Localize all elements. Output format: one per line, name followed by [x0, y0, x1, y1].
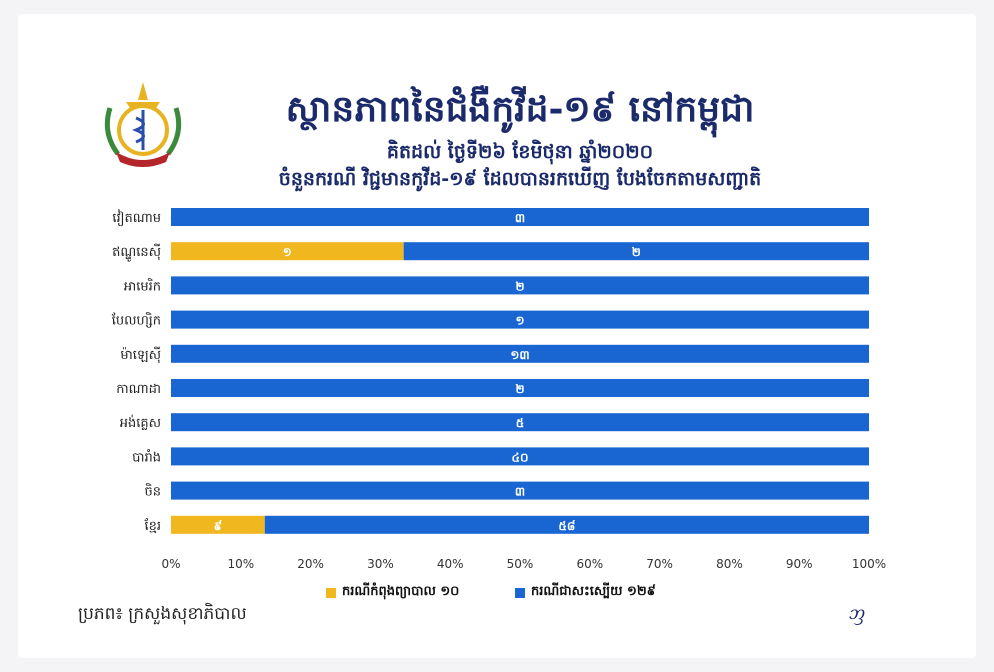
x-tick-label: 30%: [367, 557, 394, 571]
category-label: អង់គ្លេស: [120, 414, 161, 431]
data-label: ៥៨: [558, 519, 575, 533]
data-label: ៣: [515, 211, 525, 225]
legend-label-treating: ករណីកំពុងព្យាបាល ១០: [342, 584, 460, 599]
source-note: ប្រភព៖ ក្រសួងសុខាភិបាល: [78, 604, 247, 624]
legend-item-recovered: ករណីជាសះស្បើយ ១២៩: [515, 583, 656, 602]
bar-segment-recovered: [171, 276, 869, 295]
x-tick-label: 40%: [437, 557, 464, 571]
chart-title: ស្ថានភាពនៃជំងឺកូវីដ-១៩ នៅកម្ពុជា: [285, 88, 755, 130]
data-label: ២: [632, 245, 641, 259]
data-label: ៥: [516, 416, 525, 430]
x-tick-label: 20%: [297, 557, 324, 571]
category-label: វៀតណាម: [112, 209, 161, 227]
chart-subtitle-description: ចំនួនករណី វិជ្ជមានកូវីដ-១៩ ដែលបានរកឃើញ ប…: [278, 168, 762, 190]
category-label: អាមេរិក: [124, 277, 161, 294]
data-label: ៣: [515, 485, 525, 499]
legend-label-recovered: ករណីជាសះស្បើយ ១២៩: [531, 584, 656, 599]
bar-segment-recovered: [171, 310, 869, 329]
category-label: បែលហ្សិក: [112, 312, 161, 329]
bar-segment-treating: [171, 242, 404, 261]
x-tick-label: 70%: [646, 557, 673, 571]
bar-segment-recovered: [171, 413, 869, 432]
x-tick-label: 60%: [576, 557, 603, 571]
category-label: ឥណ្ឌូនេស៊ី: [112, 243, 161, 262]
data-label: ៤០: [512, 450, 529, 464]
category-label: ម៉ាឡេស៊ី: [120, 346, 161, 364]
signature: ᦀ: [848, 600, 864, 624]
data-label: ១: [283, 245, 292, 259]
data-label: ១៣: [510, 348, 529, 362]
bar-segment-recovered: [171, 481, 869, 500]
x-tick-label: 100%: [852, 557, 886, 571]
x-tick-label: 0%: [161, 557, 180, 571]
bar-segment-recovered: [171, 447, 869, 466]
category-label: ចិន: [144, 483, 161, 500]
x-tick-label: 80%: [716, 557, 743, 571]
data-label: ១: [515, 314, 524, 328]
bar-segment-recovered: [171, 208, 869, 226]
x-tick-label: 50%: [507, 557, 534, 571]
legend-swatch-recovered: [515, 587, 525, 598]
data-label: ២: [515, 382, 524, 396]
data-label: ២: [515, 279, 524, 293]
category-label: ខ្មែរ: [144, 517, 161, 534]
bar-segment-recovered: [171, 344, 869, 363]
data-label: ៩: [214, 519, 223, 533]
bar-segment-treating: [171, 515, 265, 534]
legend-item-treating: ករណីកំពុងព្យាបាល ១០: [326, 583, 459, 602]
chart-subtitle-date: គិតដល់ ថ្ងៃទី២៦ ខែមិថុនា ឆ្នាំ២០២០: [386, 141, 654, 163]
category-label: បារាំង: [132, 448, 161, 465]
ministry-of-health-logo-icon: [104, 82, 182, 167]
legend-swatch-treating: [326, 587, 336, 598]
bar-segment-recovered: [264, 515, 869, 534]
x-tick-label: 90%: [786, 557, 813, 571]
bar-segment-recovered: [403, 242, 869, 261]
x-tick-label: 10%: [227, 557, 254, 571]
bar-segment-recovered: [171, 379, 869, 397]
category-label: កាណាដា: [116, 382, 161, 397]
